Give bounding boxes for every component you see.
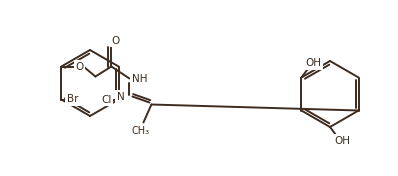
Text: O: O bbox=[75, 61, 84, 71]
Text: CH₃: CH₃ bbox=[131, 125, 150, 136]
Text: OH: OH bbox=[334, 136, 350, 146]
Text: Br: Br bbox=[67, 95, 78, 105]
Text: O: O bbox=[111, 36, 119, 46]
Text: NH: NH bbox=[132, 74, 147, 83]
Text: OH: OH bbox=[305, 58, 322, 68]
Text: N: N bbox=[117, 92, 124, 102]
Text: Cl: Cl bbox=[101, 95, 112, 105]
